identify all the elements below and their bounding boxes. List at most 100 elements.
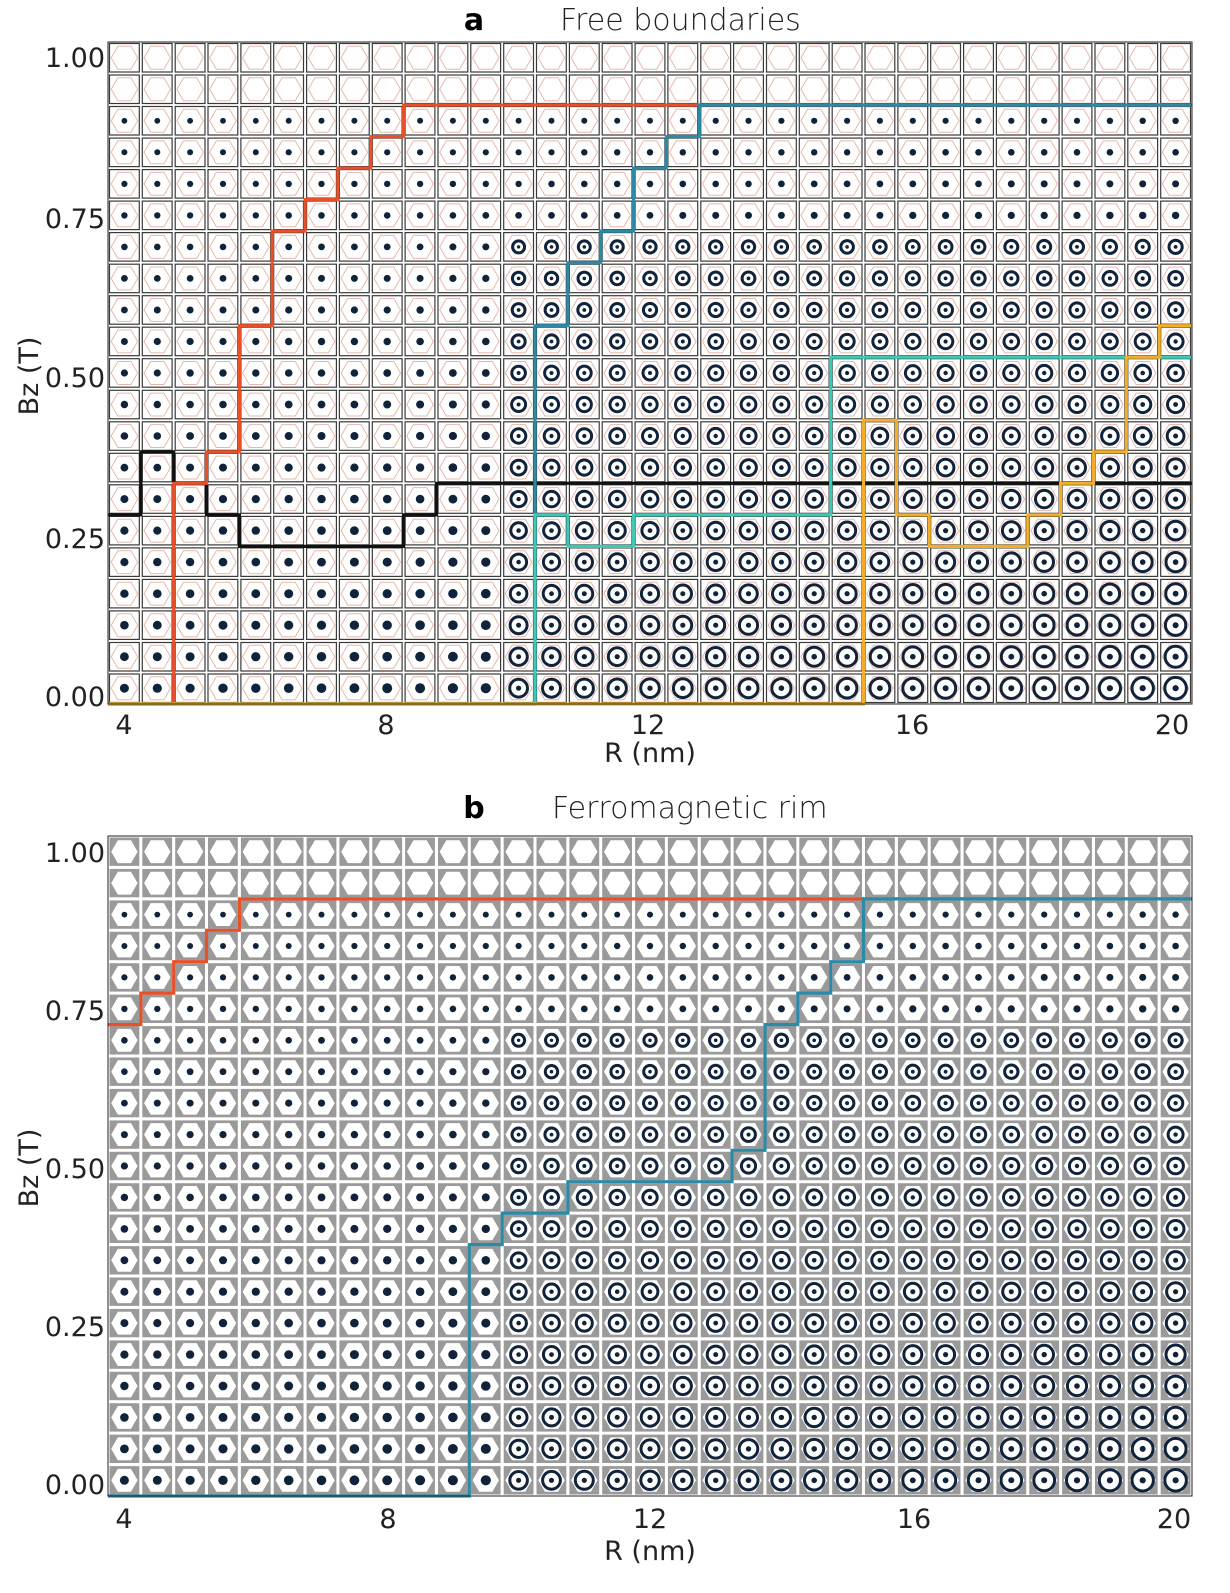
core-dot <box>1173 402 1178 407</box>
grid-cell <box>470 232 502 262</box>
panel-a-grid <box>108 42 1192 704</box>
skyrmion-dot <box>844 117 851 124</box>
target-ring <box>804 426 824 446</box>
grid-cell <box>536 1308 567 1338</box>
target-ring <box>936 395 955 414</box>
grid-cell <box>208 1308 238 1338</box>
hexagon-sample <box>373 45 402 70</box>
target-ring <box>1100 363 1120 383</box>
core-dot <box>910 370 915 376</box>
skyrmion-dot <box>647 911 653 918</box>
core-dot <box>877 308 882 312</box>
skyrmion-dot <box>350 400 359 409</box>
target-ring <box>542 395 561 414</box>
grid-cell <box>372 1183 403 1212</box>
grid-cell <box>897 200 929 231</box>
grid-cell <box>338 673 370 704</box>
skyrmion-dot <box>350 432 359 440</box>
skyrmion-dot <box>284 1224 293 1233</box>
grid-cell <box>141 169 173 199</box>
grid-cell <box>405 1466 435 1495</box>
core-dot <box>746 1069 751 1074</box>
target-ring <box>705 520 726 541</box>
grid-cell <box>1061 641 1093 672</box>
target-ring <box>1099 519 1121 542</box>
skyrmion-dot <box>349 589 359 599</box>
grid-cell <box>635 1026 665 1055</box>
skyrmion-dot <box>350 1193 359 1202</box>
hexagon-sample <box>144 871 171 895</box>
target-ring <box>543 302 560 318</box>
skyrmion-dot <box>1007 211 1015 219</box>
core-dot <box>910 653 916 660</box>
grid-cell <box>700 1120 731 1149</box>
target-ring <box>1035 332 1053 351</box>
grid-cell <box>1094 547 1126 578</box>
skyrmion-dot <box>349 1412 360 1423</box>
skyrmion-dot <box>974 211 983 219</box>
grid-cell <box>208 1214 238 1243</box>
grid-cell <box>700 1466 731 1495</box>
grid-cell <box>535 578 567 609</box>
grid-cell <box>536 1403 567 1432</box>
skyrmion-dot <box>383 400 392 409</box>
target-ring <box>707 333 725 350</box>
skyrmion-dot <box>614 942 621 950</box>
core-dot <box>878 276 882 281</box>
grid-cell <box>142 1088 173 1118</box>
core-dot <box>976 433 981 439</box>
skyrmion-dot <box>218 620 228 630</box>
grid-cell <box>667 358 699 388</box>
grid-cell <box>1061 232 1093 262</box>
core-dot <box>516 1446 522 1452</box>
grid-cell <box>536 1088 567 1118</box>
grid-cell <box>798 452 830 483</box>
skyrmion-dot <box>548 974 555 981</box>
core-dot <box>1139 685 1146 692</box>
grid-cell <box>602 900 632 929</box>
grid-cell <box>306 1434 337 1463</box>
target-ring <box>970 239 987 255</box>
grid-cell <box>437 578 469 609</box>
y-tick-label: 0.00 <box>45 682 105 713</box>
grid-cell <box>535 484 567 514</box>
target-ring <box>1133 394 1153 415</box>
skyrmion-dot <box>548 149 555 156</box>
core-dot <box>647 685 653 691</box>
target-ring <box>1003 270 1020 287</box>
core-dot <box>647 402 653 407</box>
skyrmion-dot <box>186 1068 194 1076</box>
grid-cell <box>798 358 830 388</box>
target-ring <box>510 270 527 287</box>
skyrmion-dot <box>481 1224 490 1234</box>
grid-cell <box>700 421 732 451</box>
target-ring <box>706 426 725 446</box>
grid-cell <box>438 1183 468 1212</box>
core-dot <box>516 1038 521 1043</box>
grid-cell <box>568 547 600 578</box>
skyrmion-dot <box>120 1319 129 1328</box>
core-dot <box>1173 465 1179 471</box>
target-ring <box>1068 332 1086 351</box>
core-dot <box>1042 245 1047 249</box>
target-ring <box>772 333 790 350</box>
grid-cell <box>732 515 764 546</box>
skyrmion-dot <box>382 1381 392 1391</box>
hexagon-sample <box>340 45 369 70</box>
grid-cell <box>897 578 929 609</box>
grid-cell <box>207 515 239 546</box>
grid-cell <box>995 641 1027 672</box>
core-dot <box>778 528 784 534</box>
core-dot <box>582 465 587 470</box>
grid-cell <box>962 358 994 388</box>
grid-cell <box>602 1214 632 1243</box>
skyrmion-dot <box>350 1256 359 1265</box>
core-dot <box>582 1069 587 1074</box>
core-dot <box>812 1069 817 1074</box>
grid-cell <box>240 1088 271 1118</box>
skyrmion-dot <box>153 1287 162 1296</box>
target-ring <box>640 489 660 509</box>
hexagon-sample <box>603 45 631 70</box>
y-tick-label: 1.00 <box>45 43 105 74</box>
core-dot <box>746 245 751 249</box>
